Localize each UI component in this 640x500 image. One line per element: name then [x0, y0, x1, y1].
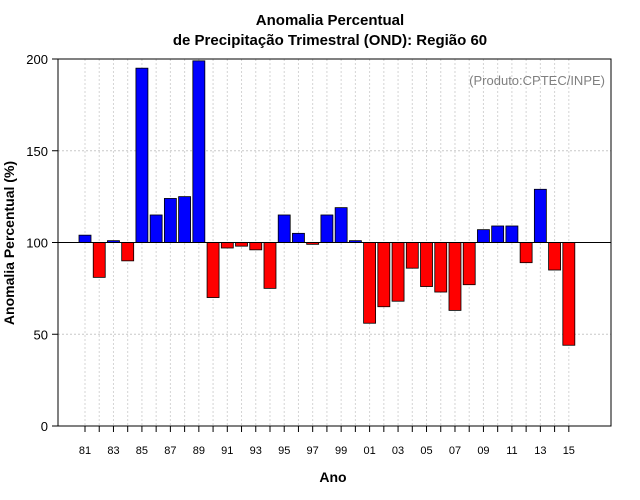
x-tick-label: 11: [506, 445, 517, 457]
bar-10: [491, 225, 505, 243]
bar-98: [320, 214, 334, 243]
y-tick-label: 150: [26, 144, 48, 159]
bar-81: [78, 234, 92, 243]
x-tick-label: 83: [107, 445, 119, 457]
x-tick-label: 91: [221, 445, 233, 457]
x-tick-label: 09: [477, 445, 489, 457]
bar-91: [220, 242, 234, 249]
x-tick-label: 01: [363, 445, 375, 457]
bar-90: [206, 242, 220, 298]
bar-92: [235, 242, 248, 247]
x-tick-label: 93: [250, 445, 262, 457]
bar-84: [121, 242, 135, 262]
bar-87: [163, 198, 177, 243]
bar-03: [391, 242, 405, 302]
x-tick-label: 95: [278, 445, 290, 457]
bar-86: [149, 214, 163, 243]
bar-01: [363, 242, 377, 324]
y-axis: 0 50 100 150 200: [26, 52, 58, 434]
bar-85: [135, 67, 149, 243]
x-tick-label: 87: [164, 445, 176, 457]
x-tick-label: 15: [563, 445, 575, 457]
bar-99: [334, 207, 348, 243]
bar-14: [548, 242, 561, 271]
y-tick-label: 50: [34, 327, 48, 342]
bar-06: [434, 242, 448, 293]
bar-13: [533, 188, 547, 243]
bar-09: [477, 229, 490, 243]
bar-94: [263, 242, 277, 289]
x-axis-title: Ano: [319, 469, 346, 485]
bar-11: [505, 225, 519, 243]
bar-82: [92, 242, 106, 278]
bar-89: [192, 60, 206, 243]
x-tick-label: 97: [307, 445, 319, 457]
x-tick-label: 99: [335, 445, 347, 457]
bar-15: [562, 242, 576, 346]
grid-lines: [58, 59, 611, 426]
y-tick-label: 100: [26, 236, 48, 251]
x-tick-label: 05: [420, 445, 432, 457]
chart-subtitle: de Precipitação Trimestral (OND): Região…: [173, 32, 487, 49]
chart-title: Anomalia Percentual: [256, 12, 404, 29]
bar-96: [292, 232, 305, 243]
bar-07: [448, 242, 462, 311]
bar-05: [420, 242, 433, 287]
bar-02: [377, 242, 391, 308]
x-tick-label: 85: [136, 445, 148, 457]
y-tick-label: 0: [41, 419, 48, 434]
x-tick-label: 13: [534, 445, 546, 457]
bar-12: [519, 242, 533, 264]
bar-93: [249, 242, 263, 251]
credit-annotation: (Produto:CPTEC/INPE): [469, 73, 605, 88]
x-tick-label: 07: [449, 445, 461, 457]
x-tick-label: 03: [392, 445, 404, 457]
bar-08: [462, 242, 476, 286]
x-axis: 81 83 85 87 89 91 93 95 97 99 01 03 05 07 09 11 13 15: [79, 426, 575, 457]
y-axis-title: Anomalia Percentual (%): [1, 161, 17, 325]
x-tick-label: 89: [193, 445, 205, 457]
bar-88: [178, 196, 192, 243]
x-tick-label: 81: [79, 445, 91, 457]
bar-04: [405, 242, 419, 269]
y-tick-label: 200: [26, 52, 48, 67]
bars: [78, 60, 576, 346]
bar-95: [277, 214, 291, 243]
